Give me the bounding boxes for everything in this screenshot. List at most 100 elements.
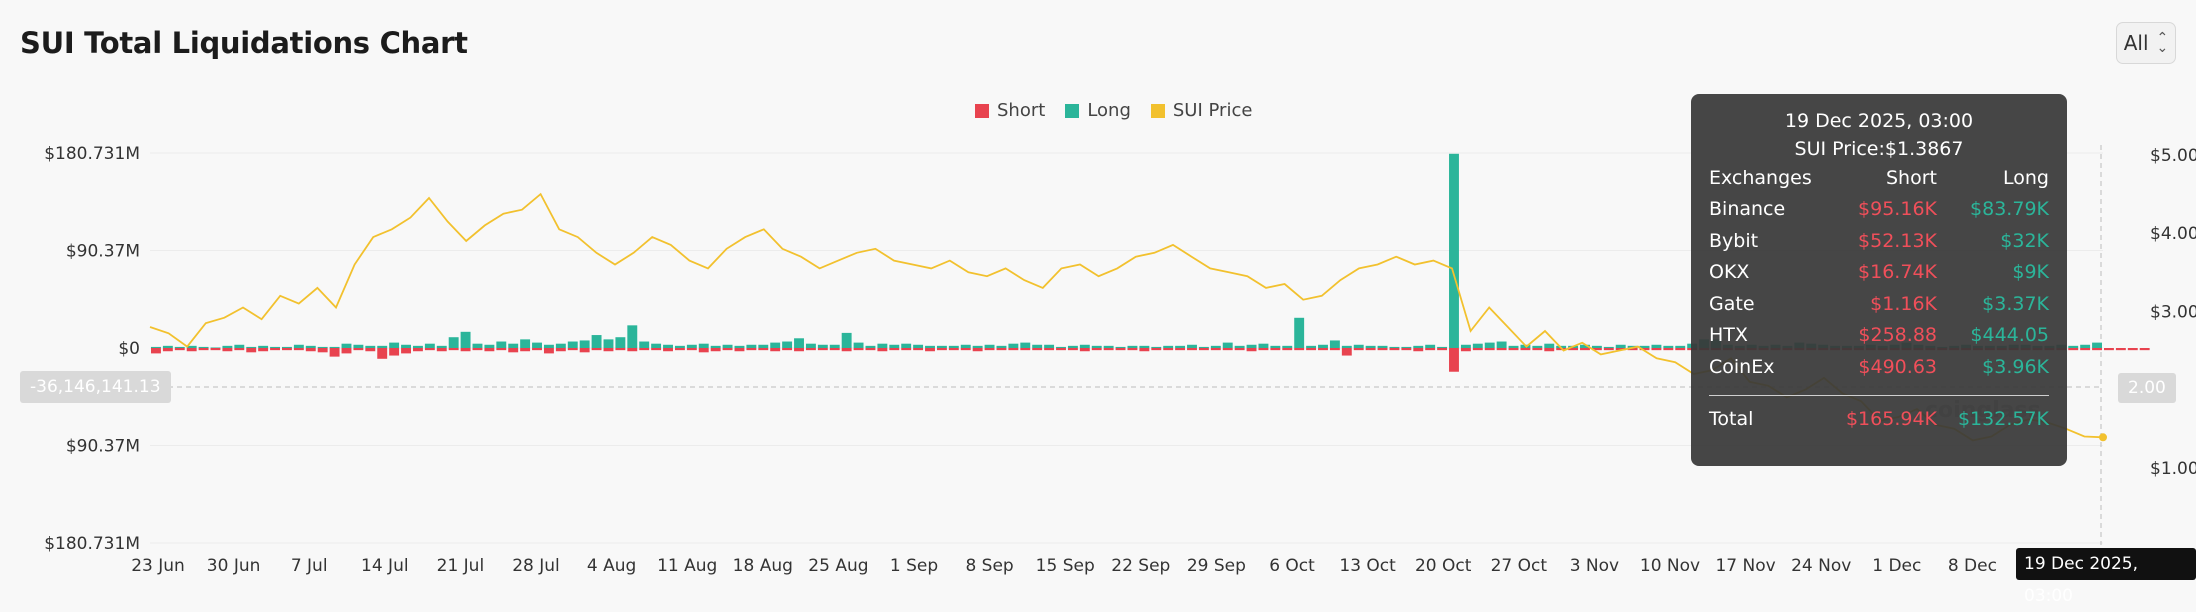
long-bar <box>1079 344 1090 348</box>
long-bar <box>1175 345 1186 348</box>
legend-swatch-short <box>975 103 989 118</box>
short-bar <box>1044 348 1055 351</box>
short-bar <box>698 348 709 353</box>
tooltip-exchange: Binance <box>1709 198 1786 221</box>
short-bar <box>258 348 269 352</box>
long-bar <box>1580 344 1590 348</box>
long-bar <box>1222 342 1233 348</box>
long-bar <box>698 343 709 348</box>
long-bar <box>246 346 257 348</box>
long-bar <box>543 344 554 348</box>
x-tick-label: 18 Aug <box>733 556 793 576</box>
short-bar <box>436 348 447 352</box>
x-tick-label: 22 Sep <box>1111 556 1170 576</box>
short-bar <box>1389 348 1400 351</box>
long-bar <box>1151 346 1162 348</box>
short-bar <box>460 348 471 352</box>
long-bar <box>353 344 364 348</box>
long-bar <box>484 344 495 348</box>
legend-item-long[interactable]: Long <box>1065 100 1131 121</box>
short-bar <box>1210 348 1221 351</box>
legend-item-price[interactable]: SUI Price <box>1150 100 1252 121</box>
short-bar <box>1079 348 1090 352</box>
legend-item-short[interactable]: Short <box>975 100 1045 121</box>
long-bar <box>1615 344 1626 348</box>
x-tick-label: 1 Sep <box>890 556 938 576</box>
tooltip-header-short: Short <box>1886 166 1937 189</box>
short-bar <box>317 348 328 353</box>
long-bar <box>1508 345 1519 348</box>
short-bar <box>651 348 662 351</box>
x-tick-label: 3 Nov <box>1570 556 1619 576</box>
long-bar <box>925 345 935 348</box>
legend-label-long: Long <box>1087 100 1131 121</box>
short-bar <box>782 348 793 351</box>
long-bar <box>436 345 447 348</box>
long-bar <box>782 341 793 348</box>
tooltip-total-short: $165.94K <box>1845 408 1937 431</box>
short-bar <box>996 348 1007 351</box>
short-bar <box>365 348 376 352</box>
range-select-value: All <box>2123 31 2149 55</box>
long-bar <box>901 343 912 348</box>
short-bar <box>877 348 888 352</box>
short-bar <box>1401 348 1412 351</box>
tooltip-total-long: $132.57K <box>1957 408 2049 431</box>
long-bar <box>305 345 316 348</box>
long-bar <box>936 345 947 348</box>
short-bar <box>663 348 673 352</box>
legend-label-short: Short <box>997 100 1046 121</box>
y-tick-label-right: $1.00 <box>2150 459 2196 479</box>
long-bar <box>1258 343 1269 348</box>
x-tick-label: 8 Sep <box>965 556 1013 576</box>
short-bar <box>496 348 507 351</box>
short-bar <box>198 348 209 351</box>
short-bar <box>341 348 352 354</box>
long-bar <box>258 345 269 348</box>
short-bar <box>746 348 757 351</box>
short-bar <box>234 348 245 351</box>
long-bar <box>174 346 185 348</box>
tooltip-row: HTX $258.88 $444.05 <box>1709 320 2049 352</box>
tooltip-row: CoinEx $490.63 $3.96K <box>1709 351 2049 383</box>
long-bar <box>2080 344 2091 348</box>
short-bar <box>901 348 912 351</box>
long-bar <box>710 345 721 348</box>
tooltip-row: Binance $95.16K $83.79K <box>1709 194 2049 226</box>
short-bar <box>615 348 626 351</box>
short-bar <box>389 348 400 356</box>
short-bar <box>424 348 435 351</box>
short-bar <box>1318 348 1328 351</box>
x-tick-label: 13 Oct <box>1339 556 1396 576</box>
short-bar <box>1163 348 1174 351</box>
long-bar <box>1044 344 1055 348</box>
short-bar <box>555 348 566 352</box>
short-bar <box>1341 348 1352 356</box>
short-bar <box>853 348 864 351</box>
short-bar <box>412 348 423 352</box>
short-bar <box>305 348 316 352</box>
long-bar <box>1389 346 1400 348</box>
y-tick-label-left: $90.37M <box>66 241 140 261</box>
long-bar <box>805 343 816 348</box>
short-bar <box>1449 348 1459 372</box>
long-bar <box>1020 342 1031 348</box>
short-bar <box>1580 348 1590 351</box>
long-bar <box>1437 346 1448 348</box>
range-select[interactable]: All ⌃ ⌄ <box>2116 22 2176 64</box>
short-bar <box>1091 348 1102 351</box>
long-bar <box>2068 345 2079 348</box>
short-bar <box>1663 348 1674 351</box>
tooltip-short: $16.74K <box>1858 261 1937 284</box>
tooltip-exchange: Gate <box>1709 292 1755 315</box>
tooltip-row: Bybit $52.13K $32K <box>1709 225 2049 257</box>
short-bar <box>329 348 340 357</box>
short-bar <box>1496 348 1507 351</box>
long-bar <box>234 344 245 348</box>
long-bar <box>794 338 804 348</box>
short-bar <box>1639 348 1650 351</box>
short-bar <box>1365 348 1376 351</box>
long-bar <box>210 347 221 348</box>
long-bar <box>1103 345 1114 348</box>
short-bar <box>1175 348 1186 351</box>
